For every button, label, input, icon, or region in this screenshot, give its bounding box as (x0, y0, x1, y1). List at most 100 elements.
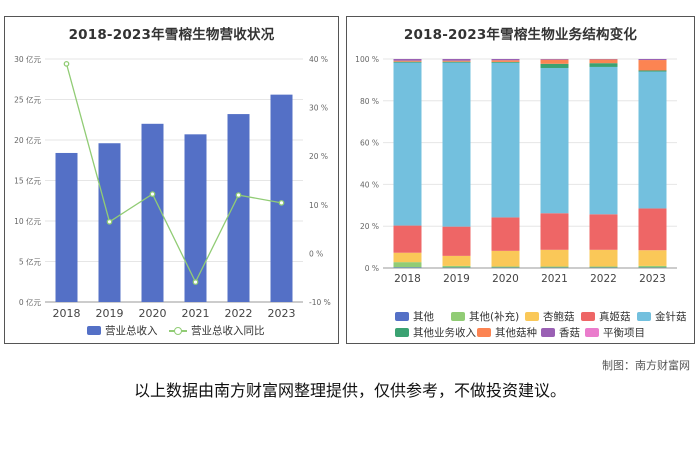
right-axis-tick-label: -10 % (309, 298, 331, 307)
legend-item[interactable]: 其他(补充) (451, 309, 519, 324)
legend-label: 平衡项目 (603, 327, 645, 339)
revenue-chart-plot: 0 亿元 5 亿元 10 亿元 15 亿元 20 亿元 25 亿元 30 亿元 -10 % 0 … (14, 54, 331, 320)
revenue-chart-legend: 营业总收入 营业总收入同比 (5, 323, 338, 339)
y-axis-tick-label: 60 % (360, 139, 379, 148)
stacked-bar-segment (393, 225, 422, 253)
right-axis-tick-label: 10 % (309, 201, 328, 210)
legend-swatch (541, 328, 555, 337)
legend-item[interactable]: 真姬菇 (581, 309, 631, 324)
stacked-bar-segment (393, 60, 422, 62)
legend-swatch (395, 328, 409, 337)
legend-item[interactable]: 其他菇种 (477, 325, 537, 340)
x-axis-tick-label: 2018 (53, 307, 81, 320)
y-axis-tick-label: 80 % (360, 97, 379, 106)
revenue-bar (141, 123, 164, 302)
revenue-chart-title: 2018-2023年雪榕生物营收状况 (68, 27, 275, 43)
left-axis-tick-label: 10 亿元 (14, 216, 41, 226)
legend-item[interactable]: 其他 (395, 309, 434, 324)
stacked-bar-segment (393, 262, 422, 268)
legend-item-revenue-yoy[interactable]: 营业总收入同比 (169, 323, 265, 338)
legend-item[interactable]: 其他业务收入 (395, 325, 476, 340)
revenue-yoy-point (192, 279, 199, 285)
stacked-bar-segment (442, 265, 471, 268)
stacked-bar-segment (638, 71, 667, 209)
stacked-bar-segment (442, 61, 471, 63)
stacked-bar-segment (491, 217, 520, 251)
stacked-bar-segment (442, 226, 471, 256)
revenue-yoy-line (65, 63, 282, 284)
stacked-bar-segment (491, 59, 520, 61)
stacked-bar-segment (589, 214, 618, 250)
stacked-bar-segment (540, 67, 569, 214)
stacked-bar-segment (393, 62, 422, 226)
disclaimer-text: 以上数据由南方财富网整理提供，仅供参考，不做投资建议。 (133, 381, 566, 400)
x-axis-tick-label: 2018 (394, 273, 421, 285)
left-axis-tick-label: 5 亿元 (19, 257, 42, 267)
x-axis-tick-label: 2021 (541, 273, 568, 285)
legend-swatch (395, 312, 409, 321)
stacked-bar-segment (638, 70, 667, 72)
x-axis-tick-label: 2020 (492, 273, 519, 285)
chart-credit: 制图：南方财富网 (602, 359, 690, 372)
stacked-bar-segment (638, 59, 667, 61)
legend-label: 其他(补充) (469, 311, 520, 323)
revenue-chart-panel: 2018-2023年雪榕生物营收状况 0 亿元 5 亿元 10 亿元 15 亿元 20 … (4, 16, 339, 344)
legend-item[interactable]: 平衡项目 (585, 325, 645, 340)
y-axis-tick-label: 40 % (360, 180, 379, 189)
stacked-bar-segment (491, 266, 520, 268)
stacked-bar-segment (540, 266, 569, 268)
legend-swatch (525, 312, 539, 321)
revenue-bar (227, 114, 250, 302)
stacked-bar-segment (589, 66, 618, 215)
legend-label-revenue-yoy: 营业总收入同比 (191, 325, 265, 337)
stacked-bar-segment (638, 250, 667, 266)
legend-swatch (637, 312, 651, 321)
stacked-bar-segment (540, 249, 569, 267)
legend-swatch (581, 312, 595, 321)
structure-chart-plot: 0 % 20 % 40 % 60 % 80 % 100 % 2018 2019 2020 2021… (355, 55, 677, 285)
revenue-yoy-point (106, 218, 113, 225)
left-axis-tick-label: 20 亿元 (14, 135, 41, 145)
x-axis-tick-label: 2023 (268, 307, 296, 320)
x-axis-tick-label: 2022 (225, 307, 253, 320)
right-axis-tick-label: 40 % (309, 55, 328, 64)
legend-label: 其他菇种 (495, 327, 537, 339)
revenue-bar (55, 152, 78, 302)
revenue-bar (184, 134, 207, 302)
stacked-bar-segment (491, 250, 520, 267)
legend-item[interactable]: 金针菇 (637, 309, 687, 324)
stacked-bar-segment (393, 61, 422, 63)
stacked-bar-segment (638, 265, 667, 268)
legend-label: 其他业务收入 (413, 327, 476, 339)
left-axis-tick-label: 25 亿元 (14, 95, 41, 105)
stacked-bar-segment (442, 59, 471, 61)
x-axis-tick-label: 2023 (639, 273, 666, 285)
stacked-bar-segment (491, 61, 520, 63)
revenue-yoy-point (235, 192, 242, 198)
y-axis-tick-label: 100 % (355, 55, 379, 64)
stacked-bar-segment (540, 59, 569, 60)
structure-chart-title: 2018-2023年雪榕生物业务结构变化 (403, 27, 638, 43)
left-axis-tick-label: 30 亿元 (14, 54, 41, 64)
x-axis-tick-label: 2020 (139, 307, 167, 320)
legend-label-revenue: 营业总收入 (105, 325, 158, 337)
legend-swatch-revenue (87, 326, 101, 335)
legend-swatch (477, 328, 491, 337)
stacked-bar-segment (589, 249, 618, 267)
legend-label: 真姬菇 (599, 311, 631, 323)
legend-label: 其他 (413, 311, 434, 323)
left-axis-tick-label: 15 亿元 (14, 176, 41, 186)
legend-item-revenue[interactable]: 营业总收入 (87, 323, 158, 338)
structure-chart-legend: 其他 其他(补充) 杏鲍菇 真姬菇 金针菇其他业务收入 其他菇种 香菇 平衡项目 (347, 309, 694, 343)
revenue-bar (270, 94, 293, 302)
x-axis-tick-label: 2019 (443, 273, 470, 285)
legend-item[interactable]: 杏鲍菇 (525, 309, 575, 324)
legend-label: 杏鲍菇 (543, 311, 575, 323)
y-axis-tick-label: 0 % (365, 264, 379, 273)
legend-item[interactable]: 香菇 (541, 325, 580, 340)
left-axis-tick-label: 0 亿元 (19, 297, 42, 307)
right-axis-tick-label: 0 % (309, 249, 323, 258)
stacked-bar-segment (442, 255, 471, 266)
legend-label: 香菇 (559, 327, 580, 339)
stacked-bar-segment (442, 62, 471, 227)
